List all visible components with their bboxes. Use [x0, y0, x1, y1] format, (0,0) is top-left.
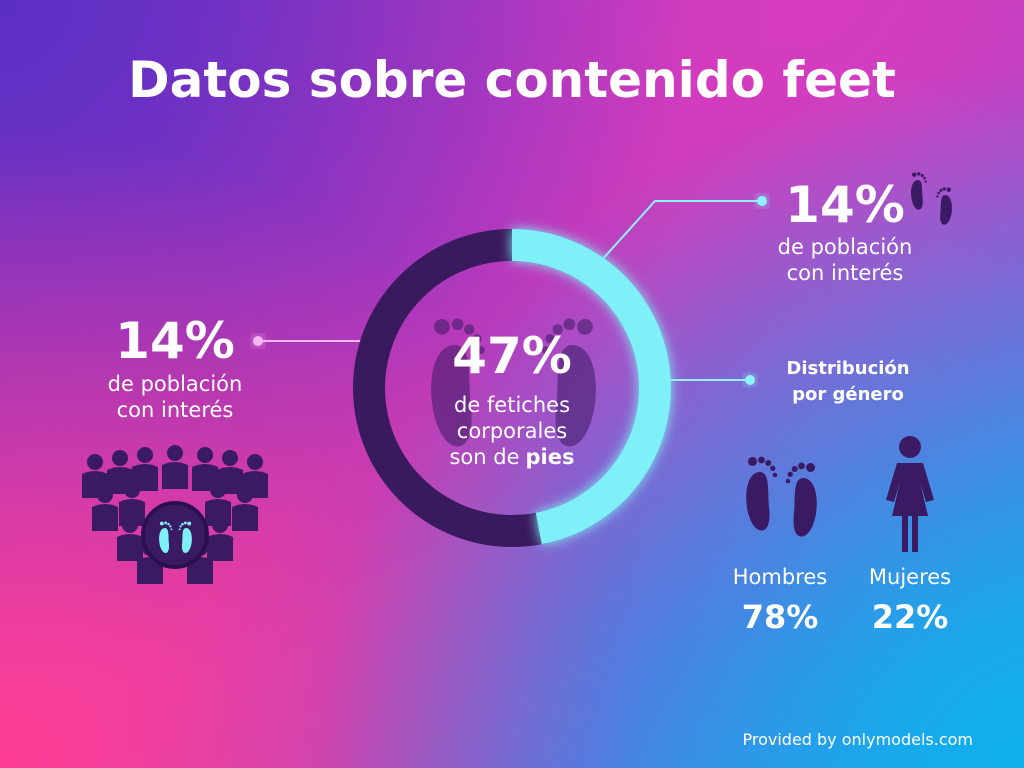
donut-arc [511, 229, 671, 545]
distribution-title: Distribución [786, 358, 909, 379]
donut-caption: corporales [457, 419, 567, 443]
connector-dot [757, 196, 767, 206]
stat-value: 14% [785, 176, 905, 234]
stat-text: de población [108, 372, 243, 396]
stat-text: con interés [787, 261, 904, 285]
donut-caption: de fetiches [454, 393, 570, 417]
crowd-icon [82, 445, 268, 584]
title: Datos sobre contenido feet [128, 51, 896, 109]
footer: Provided by onlymodels.com [742, 730, 973, 749]
group-name: Hombres [733, 565, 827, 589]
group-value: 78% [742, 598, 819, 636]
group-name: Mujeres [869, 565, 951, 589]
stat-value: 14% [115, 312, 235, 370]
connector-dot [745, 375, 755, 385]
donut-caption: son de pies [449, 445, 574, 469]
woman-icon [886, 436, 934, 552]
distribution-title: por género [792, 384, 904, 405]
stat-text: de población [778, 235, 913, 259]
stat-text: con interés [117, 398, 234, 422]
connector-dot [253, 336, 263, 346]
connectors [599, 200, 762, 381]
feet-icon [911, 172, 952, 225]
feet-icon [746, 456, 817, 537]
donut-caption: son de [449, 445, 519, 469]
donut-emphasis: pies [526, 445, 575, 469]
group-value: 22% [872, 598, 949, 636]
donut-label: 47% [452, 327, 572, 385]
